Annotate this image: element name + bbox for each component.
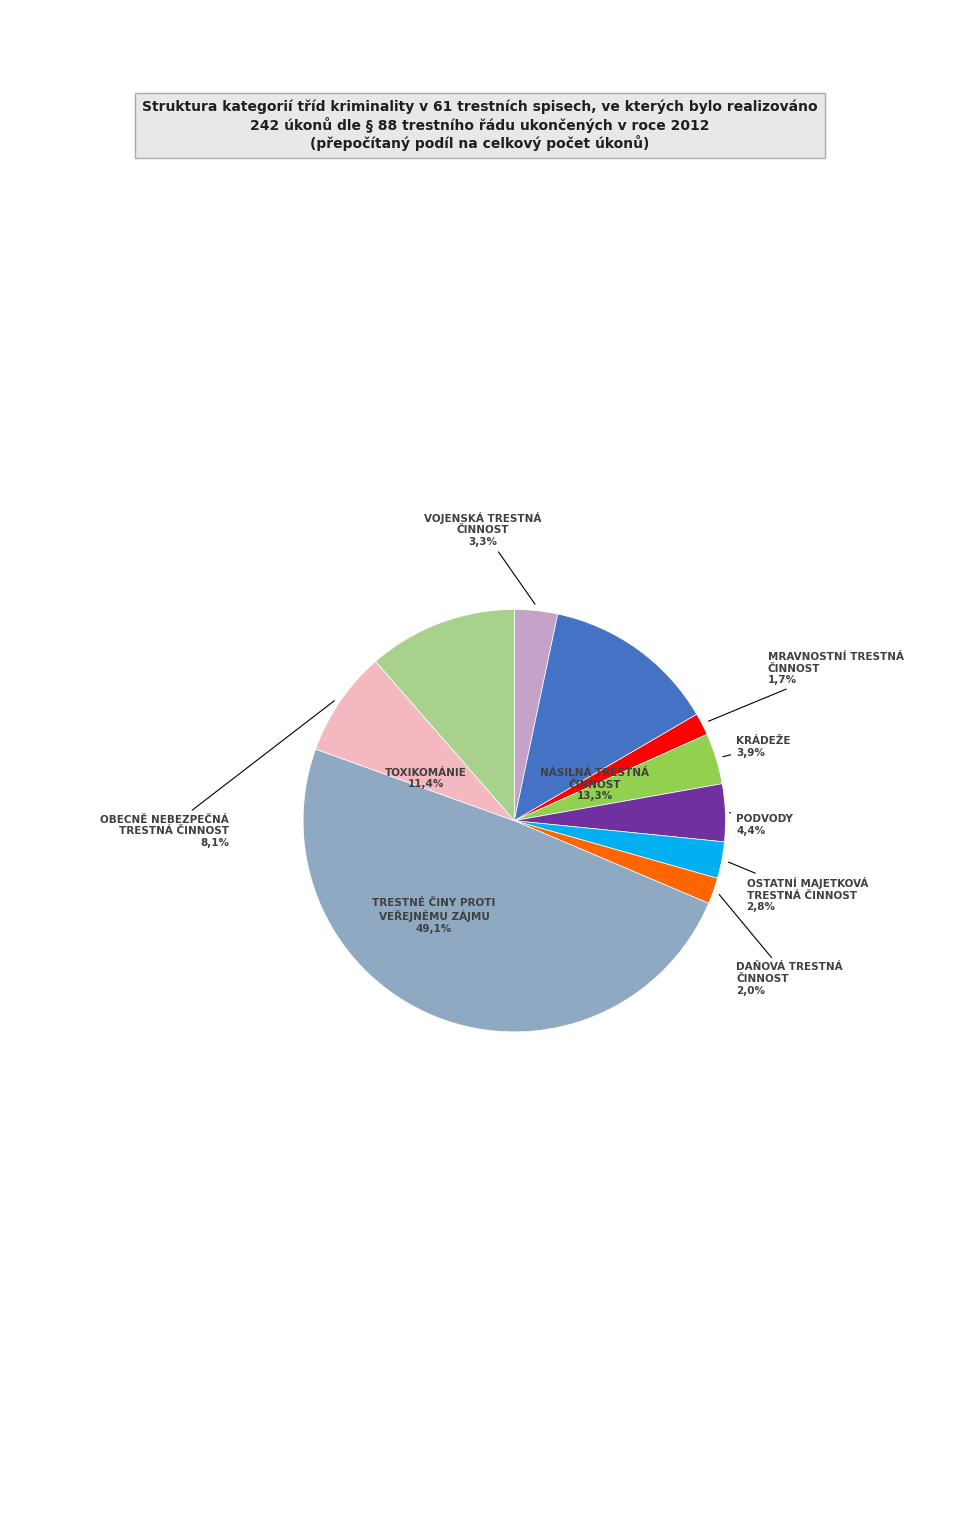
- Text: TOXIKOMÁNIE
11,4%: TOXIKOMÁNIE 11,4%: [385, 767, 467, 790]
- Wedge shape: [316, 661, 515, 821]
- Wedge shape: [303, 749, 708, 1032]
- Text: OSTATNÍ MAJETKOVÁ
TRESTNÁ ČINNOST
2,8%: OSTATNÍ MAJETKOVÁ TRESTNÁ ČINNOST 2,8%: [729, 862, 868, 913]
- Text: OBECNĚ NEBEZPEČNÁ
TRESTNÁ ČINNOST
8,1%: OBECNĚ NEBEZPEČNÁ TRESTNÁ ČINNOST 8,1%: [101, 701, 334, 848]
- Wedge shape: [515, 784, 726, 842]
- Wedge shape: [515, 609, 558, 821]
- Text: DAŇOVÁ TRESTNÁ
ČINNOST
2,0%: DAŇOVÁ TRESTNÁ ČINNOST 2,0%: [719, 894, 843, 996]
- Text: MRAVNOSTNÍ TRESTNÁ
ČINNOST
1,7%: MRAVNOSTNÍ TRESTNÁ ČINNOST 1,7%: [708, 652, 903, 721]
- Wedge shape: [515, 614, 697, 821]
- Text: Struktura kategorií tříd kriminality v 61 trestních spisech, ve kterých bylo rea: Struktura kategorií tříd kriminality v 6…: [142, 100, 818, 152]
- Wedge shape: [515, 715, 708, 821]
- Text: PODVODY
4,4%: PODVODY 4,4%: [730, 813, 793, 836]
- Text: TRESTNÉ ČINY PROTI
VEŘEJNÉMU ZÁJMU
49,1%: TRESTNÉ ČINY PROTI VEŘEJNÉMU ZÁJMU 49,1%: [372, 897, 495, 934]
- Wedge shape: [515, 735, 722, 821]
- Wedge shape: [515, 821, 725, 879]
- Wedge shape: [375, 609, 515, 821]
- Wedge shape: [515, 821, 717, 904]
- Text: VOJENSKÁ TRESTNÁ
ČINNOST
3,3%: VOJENSKÁ TRESTNÁ ČINNOST 3,3%: [424, 512, 541, 604]
- Text: KRÁDEŽE
3,9%: KRÁDEŽE 3,9%: [723, 736, 790, 758]
- Text: NÁSILNÁ TRESTNÁ
ČINNOST
13,3%: NÁSILNÁ TRESTNÁ ČINNOST 13,3%: [540, 769, 649, 801]
